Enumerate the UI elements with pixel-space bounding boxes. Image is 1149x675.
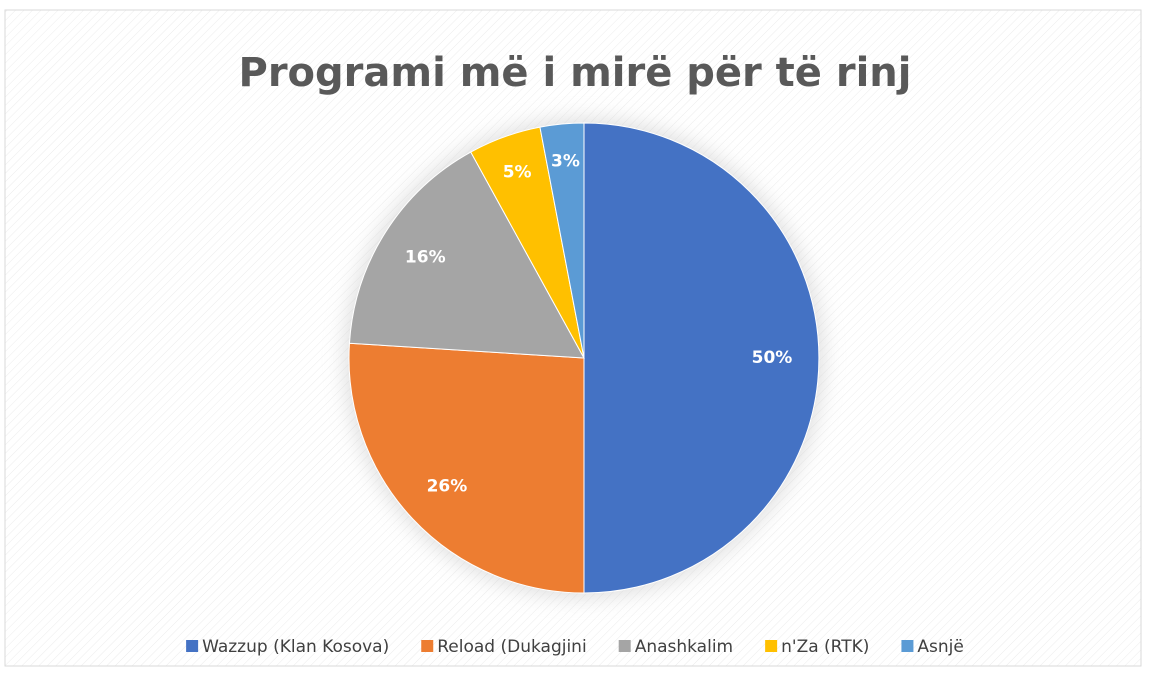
legend: Wazzup (Klan Kosova) Reload (Dukagjini Ana… — [186, 637, 964, 657]
legend-label: Reload (Dukagjini — [437, 637, 586, 657]
pie: 50% 26% 16% 5% 3% — [348, 122, 820, 594]
legend-label: Anashkalim — [635, 637, 733, 657]
legend-label: n'Za (RTK) — [781, 637, 869, 657]
legend-swatch — [421, 640, 434, 652]
value-label: 26% — [427, 477, 468, 497]
legend-swatch — [618, 640, 631, 652]
chart-title: Programi më i mirë për të rinj — [239, 50, 912, 96]
value-label: 50% — [752, 348, 793, 368]
legend-swatch — [901, 640, 914, 652]
pie-slice — [539, 122, 585, 359]
value-label: 3% — [551, 151, 580, 171]
value-label: 5% — [503, 162, 532, 182]
pie-slice — [583, 122, 820, 594]
pie-slice — [348, 151, 585, 359]
legend-swatch — [186, 640, 199, 652]
value-label: 16% — [405, 247, 446, 267]
pie-slice — [348, 342, 585, 594]
legend-label: Asnjë — [917, 637, 963, 657]
legend-swatch — [765, 640, 778, 652]
legend-label: Wazzup (Klan Kosova) — [202, 637, 389, 657]
